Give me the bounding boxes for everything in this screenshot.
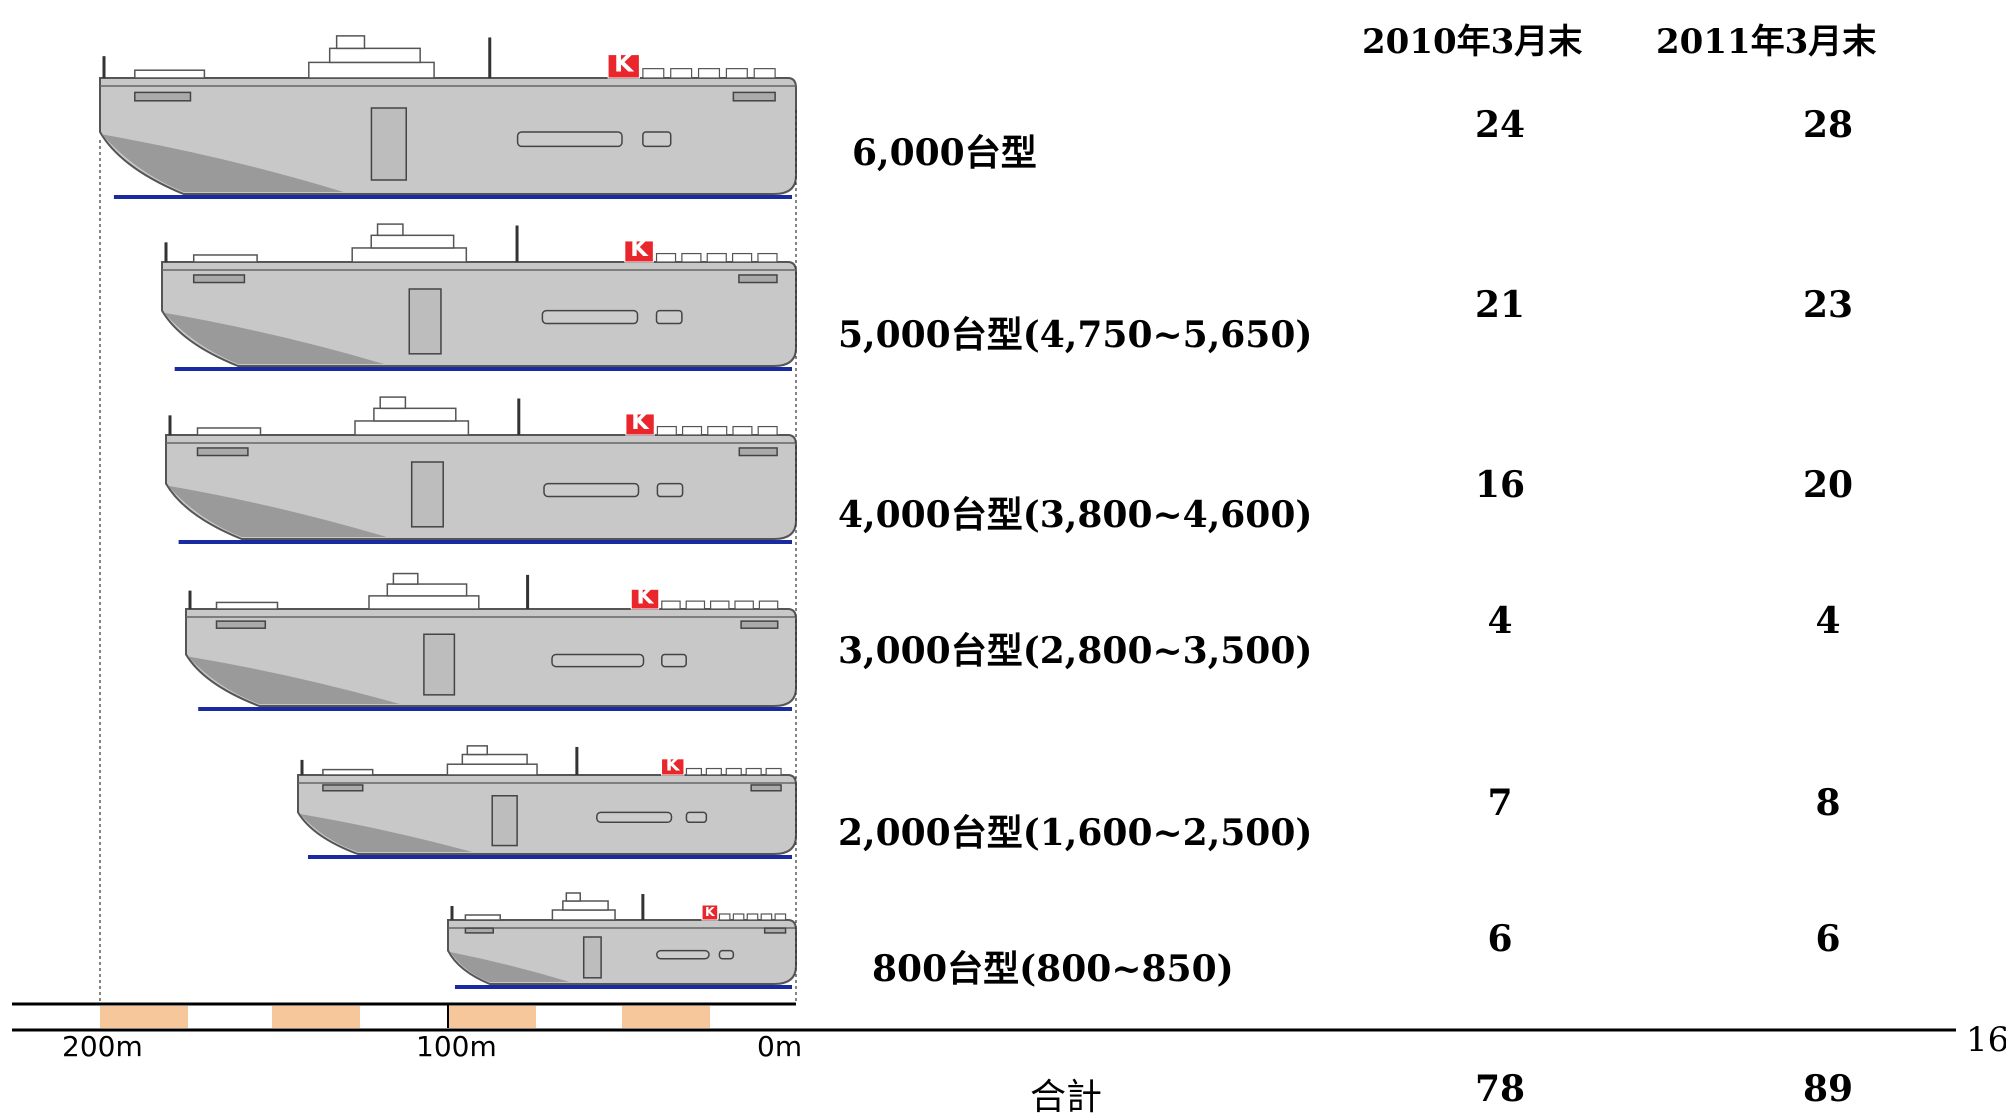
ship-800: K bbox=[447, 892, 797, 989]
ship-6000: K bbox=[99, 35, 797, 199]
total-label: 合計 bbox=[1030, 1077, 1103, 1118]
ship-2000: K bbox=[297, 745, 797, 859]
value-4000-2011: 20 bbox=[1802, 464, 1854, 506]
scale-label-100m: 100m bbox=[416, 1030, 497, 1063]
value-800-2011: 6 bbox=[1815, 918, 1841, 960]
total-2011: 89 bbox=[1802, 1068, 1854, 1110]
value-2000-2011: 8 bbox=[1815, 782, 1841, 824]
value-5000-2011: 23 bbox=[1802, 284, 1854, 326]
value-800-2010: 6 bbox=[1487, 918, 1513, 960]
value-4000-2010: 16 bbox=[1474, 464, 1526, 506]
value-6000-2011: 28 bbox=[1802, 104, 1854, 146]
label-5000: 5,000台型(4,750~5,650) bbox=[838, 314, 1313, 356]
label-3000: 3,000台型(2,800~3,500) bbox=[838, 630, 1313, 672]
length-scale-bar bbox=[12, 1002, 1956, 1032]
header-2011: 2011年3月末 bbox=[1656, 22, 1877, 62]
funnel-logo: K bbox=[705, 904, 716, 919]
value-5000-2010: 21 bbox=[1474, 284, 1526, 326]
value-3000-2010: 4 bbox=[1487, 600, 1513, 642]
funnel-logo: K bbox=[630, 236, 649, 262]
funnel-logo: K bbox=[666, 754, 681, 775]
funnel-logo: K bbox=[614, 48, 635, 77]
funnel-logo: K bbox=[637, 584, 655, 609]
label-800: 800台型(800~850) bbox=[872, 948, 1234, 990]
page-number: 16 bbox=[1966, 1020, 2006, 1060]
label-4000: 4,000台型(3,800~4,600) bbox=[838, 494, 1313, 536]
ship-4000: K bbox=[165, 396, 797, 544]
label-2000: 2,000台型(1,600~2,500) bbox=[838, 812, 1313, 854]
total-2010: 78 bbox=[1474, 1068, 1526, 1110]
scale-label-0m: 0m bbox=[757, 1030, 803, 1063]
value-2000-2010: 7 bbox=[1487, 782, 1513, 824]
ship-5000: K bbox=[161, 223, 797, 371]
funnel-logo: K bbox=[631, 409, 650, 435]
value-3000-2011: 4 bbox=[1815, 600, 1841, 642]
header-2010: 2010年3月末 bbox=[1362, 22, 1583, 62]
value-6000-2010: 24 bbox=[1474, 104, 1526, 146]
label-6000: 6,000台型 bbox=[852, 132, 1037, 174]
ship-3000: K bbox=[185, 572, 797, 711]
scale-label-200m: 200m bbox=[62, 1030, 143, 1063]
